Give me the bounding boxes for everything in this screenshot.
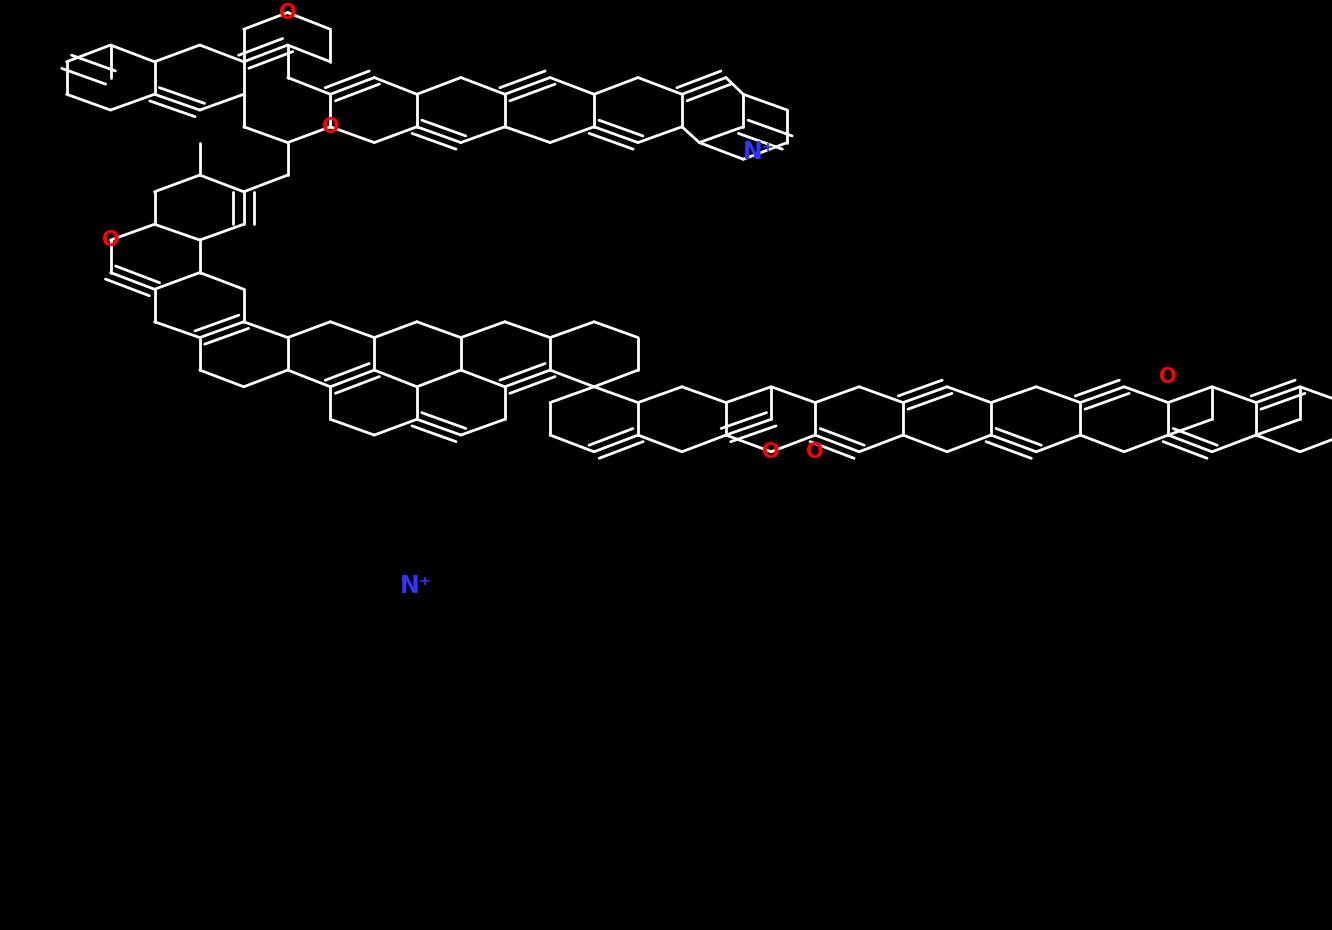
Text: O: O [278, 3, 297, 22]
Text: O: O [101, 230, 120, 250]
Text: O: O [806, 442, 825, 462]
Text: O: O [1159, 366, 1177, 387]
Text: N⁺: N⁺ [743, 140, 775, 164]
Text: O: O [762, 442, 781, 462]
Text: N⁺: N⁺ [400, 575, 432, 598]
Text: O: O [321, 117, 340, 137]
